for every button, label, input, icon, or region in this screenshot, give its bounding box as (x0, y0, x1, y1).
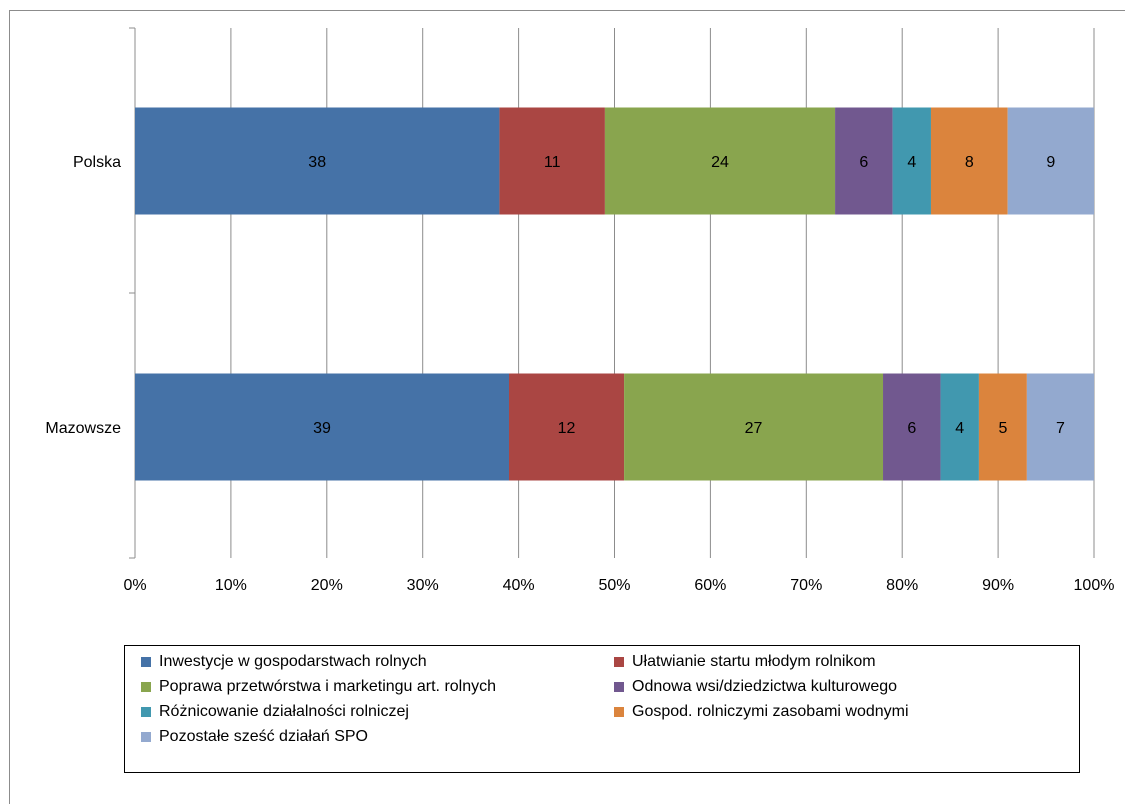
x-tick-label: 0% (123, 577, 146, 594)
legend-label: Poprawa przetwórstwa i marketingu art. r… (159, 678, 497, 695)
bar-segment-1 (135, 107, 500, 215)
bar-segment-7 (1026, 373, 1094, 481)
legend-label: Odnowa wsi/dziedzictwa kulturowego (632, 678, 898, 695)
legend-label: Inwestycje w gospodarstwach rolnych (159, 653, 427, 670)
x-tick-label: 100% (1074, 577, 1115, 594)
chart-legend: Inwestycje w gospodarstwach rolnych Ułatw… (124, 645, 1080, 773)
x-tick-label: 80% (886, 577, 918, 594)
bar-segment-7 (1007, 107, 1094, 215)
x-tick-label: 20% (311, 577, 343, 594)
x-tick-label: 60% (694, 577, 726, 594)
data-label: 7 (1056, 420, 1065, 437)
data-label: 8 (965, 154, 974, 171)
bar-segment-3 (604, 107, 836, 215)
x-tick-label: 40% (503, 577, 535, 594)
legend-item: Ułatwianie startu młodym rolnikom (614, 651, 876, 673)
bar-segment-1 (135, 373, 510, 481)
data-label: 11 (544, 154, 561, 171)
legend-item: Poprawa przetwórstwa i marketingu art. r… (141, 676, 496, 698)
data-label: 4 (907, 154, 916, 171)
x-tick-label: 70% (790, 577, 822, 594)
legend-item: Inwestycje w gospodarstwach rolnych (141, 651, 427, 673)
bar-segment-6 (978, 373, 1027, 481)
legend-swatch (141, 732, 151, 742)
legend-swatch (141, 657, 151, 667)
data-label: 9 (1046, 154, 1055, 171)
legend-label: Gospod. rolniczymi zasobami wodnymi (632, 703, 909, 720)
legend-item: Gospod. rolniczymi zasobami wodnymi (614, 701, 909, 723)
legend-item: Pozostałe sześć działań SPO (141, 726, 368, 748)
bar-segment-5 (892, 107, 931, 215)
legend-label: Różnicowanie działalności rolniczej (159, 703, 409, 720)
legend-item: Odnowa wsi/dziedzictwa kulturowego (614, 676, 897, 698)
legend-item: Różnicowanie działalności rolniczej (141, 701, 409, 723)
data-label: 38 (308, 154, 326, 171)
data-label: 27 (745, 420, 763, 437)
legend-swatch (614, 657, 624, 667)
x-tick-label: 30% (407, 577, 439, 594)
legend-label: Pozostałe sześć działań SPO (159, 728, 368, 745)
legend-swatch (614, 682, 624, 692)
data-label: 4 (955, 420, 964, 437)
x-tick-label: 10% (215, 577, 247, 594)
data-label: 6 (907, 420, 916, 437)
legend-label: Ułatwianie startu młodym rolnikom (632, 653, 876, 670)
bar-segment-5 (940, 373, 979, 481)
x-tick-label: 90% (982, 577, 1014, 594)
legend-swatch (141, 682, 151, 692)
legend-swatch (141, 707, 151, 717)
category-label: Mazowsze (45, 420, 121, 437)
bar-segment-6 (930, 107, 1008, 215)
bar-segment-4 (883, 373, 941, 481)
bar-segment-2 (509, 373, 625, 481)
bar-segment-4 (835, 107, 893, 215)
data-label: 24 (711, 154, 729, 171)
data-label: 39 (313, 420, 331, 437)
bar-segment-2 (499, 107, 605, 215)
data-label: 6 (859, 154, 868, 171)
bar-segment-3 (624, 373, 884, 481)
legend-swatch (614, 707, 624, 717)
data-label: 5 (998, 420, 1007, 437)
x-tick-label: 50% (598, 577, 630, 594)
category-label: Polska (73, 154, 121, 171)
data-label: 12 (558, 420, 576, 437)
